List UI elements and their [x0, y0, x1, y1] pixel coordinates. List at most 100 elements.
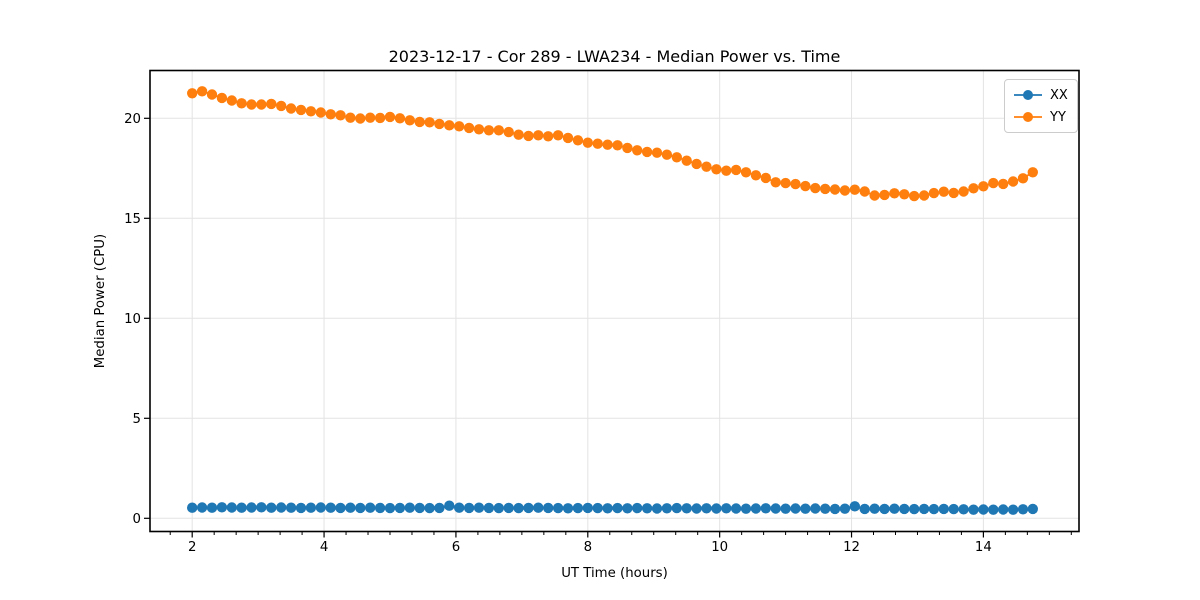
data-point: [909, 503, 920, 515]
data-point: [879, 503, 890, 515]
data-point: [295, 104, 307, 116]
data-point: [236, 98, 247, 109]
data-point: [444, 500, 455, 511]
data-point: [602, 503, 613, 514]
x-axis-label: UT Time (hours): [561, 566, 668, 581]
data-point: [562, 503, 574, 514]
data-point: [285, 103, 297, 114]
data-point: [384, 502, 396, 514]
data-point: [473, 124, 485, 135]
data-point: [592, 502, 603, 514]
data-point: [1007, 504, 1019, 515]
data-point: [513, 502, 524, 514]
legend: XX YY: [1004, 79, 1078, 133]
data-point: [948, 503, 959, 515]
data-point: [681, 155, 692, 166]
data-point: [691, 158, 702, 170]
data-point: [503, 126, 514, 138]
data-point: [968, 183, 979, 194]
data-point: [721, 503, 732, 514]
data-point: [236, 502, 247, 513]
data-point: [256, 502, 267, 513]
data-point: [691, 503, 702, 514]
data-point: [394, 113, 406, 124]
series-layer: [187, 86, 1039, 515]
legend-label-XX: XX: [1050, 87, 1068, 103]
data-point: [869, 190, 880, 201]
data-point: [988, 177, 999, 189]
data-point: [315, 107, 326, 118]
x-tick-label: 2: [188, 540, 196, 555]
series-YY: [187, 86, 1039, 202]
data-point: [651, 147, 663, 158]
data-point: [790, 178, 801, 190]
data-point: [938, 503, 949, 515]
data-point: [641, 503, 653, 514]
data-point: [226, 502, 237, 513]
data-point: [572, 135, 584, 146]
tick-layer: 2 4 6 8 10 12 14 0 5 10 15 20: [124, 112, 1072, 555]
data-point: [750, 170, 762, 181]
data-point: [998, 178, 1009, 190]
data-point: [780, 177, 791, 189]
data-point: [978, 181, 989, 192]
data-point: [444, 120, 455, 131]
x-tick-label: 12: [843, 540, 860, 555]
data-point: [404, 115, 415, 126]
data-point: [206, 89, 218, 100]
data-point: [859, 186, 870, 197]
data-point: [552, 502, 564, 514]
data-point: [671, 502, 682, 514]
data-point: [582, 137, 593, 148]
data-point: [632, 502, 643, 514]
data-point: [335, 502, 346, 514]
data-point: [651, 503, 663, 514]
data-point: [622, 503, 633, 514]
legend-dot: [1023, 112, 1033, 122]
data-point: [889, 503, 900, 514]
data-point: [1017, 173, 1029, 184]
data-point: [483, 502, 495, 514]
data-point: [820, 183, 831, 195]
data-point: [266, 502, 277, 513]
data-point: [928, 503, 940, 515]
data-point: [849, 501, 860, 512]
data-point: [968, 504, 979, 515]
data-point: [760, 172, 771, 184]
data-point: [285, 502, 297, 513]
data-point: [533, 130, 544, 141]
data-point: [711, 503, 722, 514]
data-point: [740, 503, 752, 514]
series-XX: [187, 500, 1039, 515]
y-tick-label: 0: [133, 512, 141, 527]
data-point: [493, 502, 504, 514]
data-point: [948, 187, 959, 199]
data-point: [632, 145, 643, 156]
data-point: [414, 502, 425, 514]
data-point: [414, 116, 425, 128]
data-point: [592, 138, 603, 149]
data-point: [196, 86, 208, 97]
data-point: [305, 106, 317, 117]
data-point: [463, 122, 475, 134]
data-point: [810, 503, 821, 514]
legend-item-YY: YY: [1013, 106, 1068, 128]
legend-marker-XX: [1014, 90, 1042, 100]
data-point: [1027, 167, 1039, 178]
data-point: [730, 164, 742, 176]
data-point: [918, 503, 930, 515]
data-point: [730, 503, 742, 514]
data-point: [661, 149, 673, 160]
data-point: [701, 503, 712, 514]
data-point: [602, 139, 613, 150]
data-point: [671, 152, 682, 163]
data-point: [829, 184, 841, 195]
y-tick-label: 10: [124, 312, 141, 327]
data-point: [523, 502, 534, 514]
data-point: [790, 503, 801, 514]
legend-dot: [1023, 90, 1033, 100]
data-point: [513, 129, 524, 140]
data-point: [216, 502, 228, 513]
data-point: [246, 502, 257, 513]
